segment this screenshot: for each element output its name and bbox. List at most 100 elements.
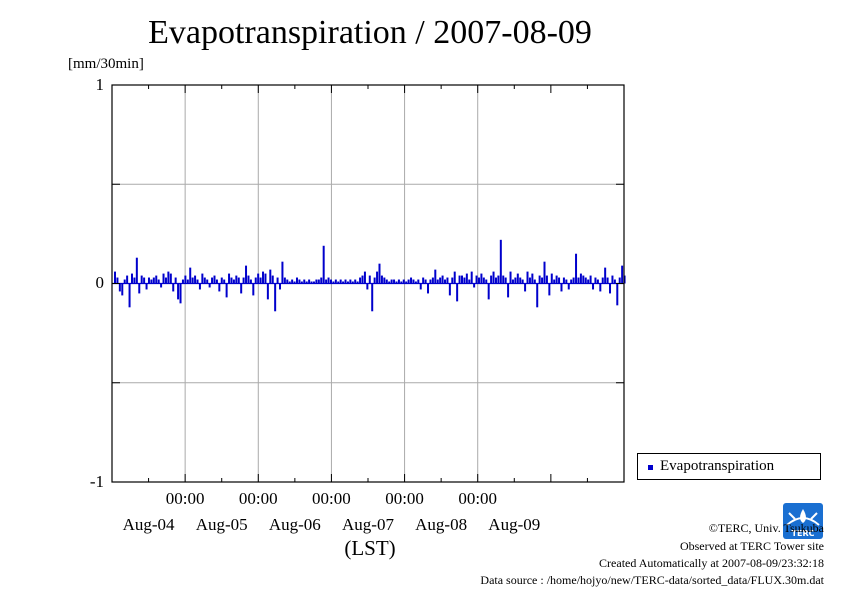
x-tick-date-label: Aug-06 [268,515,321,534]
bar [390,279,393,284]
bar [186,279,189,284]
bar [604,267,607,284]
bar [436,279,439,284]
bar [494,277,497,284]
bar [295,277,298,284]
bar [114,271,116,284]
bar [279,283,281,290]
bar [361,275,364,284]
bar [235,275,238,284]
bar [215,279,218,284]
bar [463,277,466,284]
bar [577,277,580,284]
bar [354,279,357,284]
bar [179,283,182,304]
bar [376,271,379,284]
bar [446,277,449,284]
bar [572,277,575,284]
bar [315,279,318,284]
bar [247,275,250,284]
bar [123,279,126,284]
bar [448,283,451,296]
bar [218,283,221,292]
bar [516,273,519,284]
bar [283,277,286,284]
y-tick-label: 0 [95,273,105,292]
x-tick-date-label: Aug-07 [342,515,394,534]
bar [346,281,349,284]
bar [334,279,337,284]
bar [116,277,119,284]
bar [196,279,199,284]
bar [555,275,558,284]
bar [528,277,531,284]
bar [468,279,471,284]
bar [312,281,315,284]
bar [300,281,303,284]
bar [332,281,335,284]
bar [174,277,177,284]
bar [349,279,352,284]
bar [249,279,252,284]
bar [548,283,551,296]
x-tick-time-label: 00:00 [312,489,351,508]
svg-text:TERC: TERC [792,529,815,538]
bar [475,275,478,284]
bar [490,275,493,284]
bar [536,283,539,308]
bar [305,281,308,284]
y-tick-label: 1 [95,75,105,94]
bar [397,279,400,284]
bar [194,275,197,284]
bar [293,281,296,284]
bar [526,271,529,284]
bar [337,281,340,284]
bar [497,275,500,284]
bar [473,283,476,288]
bar [245,265,248,284]
chart-title: Evapotranspiration / 2007-08-09 [148,14,592,51]
bar [439,277,442,284]
bar [339,279,342,284]
bar [213,275,216,284]
bar [524,283,527,292]
legend-label: Evapotranspiration [660,458,775,474]
bar [198,283,201,290]
bar [150,279,153,284]
bar [431,277,434,284]
bar [599,283,602,292]
bar [366,283,369,290]
bar [177,283,180,300]
bar [509,271,512,284]
bar [157,279,160,284]
bar [128,283,131,308]
bar [565,279,568,284]
bar [417,279,420,284]
bar [485,279,488,284]
bar [276,277,279,284]
bar [286,279,289,284]
bar [344,279,347,284]
bar [444,279,447,284]
bar [582,275,585,284]
bar [378,263,381,284]
bar [482,277,485,284]
bar [325,279,328,284]
terc-logo: TERC [783,503,823,539]
bar [184,275,187,284]
bar [310,281,313,284]
bar [492,271,495,284]
bar [521,279,524,284]
bar [538,275,541,284]
bar [383,277,386,284]
bar [388,281,391,284]
bar [458,275,461,284]
bar [169,273,172,284]
x-axis-label: (LST) [344,536,396,560]
bar [618,277,621,284]
bar [558,277,561,284]
bar [502,275,505,284]
bar [359,277,362,284]
bar [363,271,366,284]
bar [351,281,354,284]
